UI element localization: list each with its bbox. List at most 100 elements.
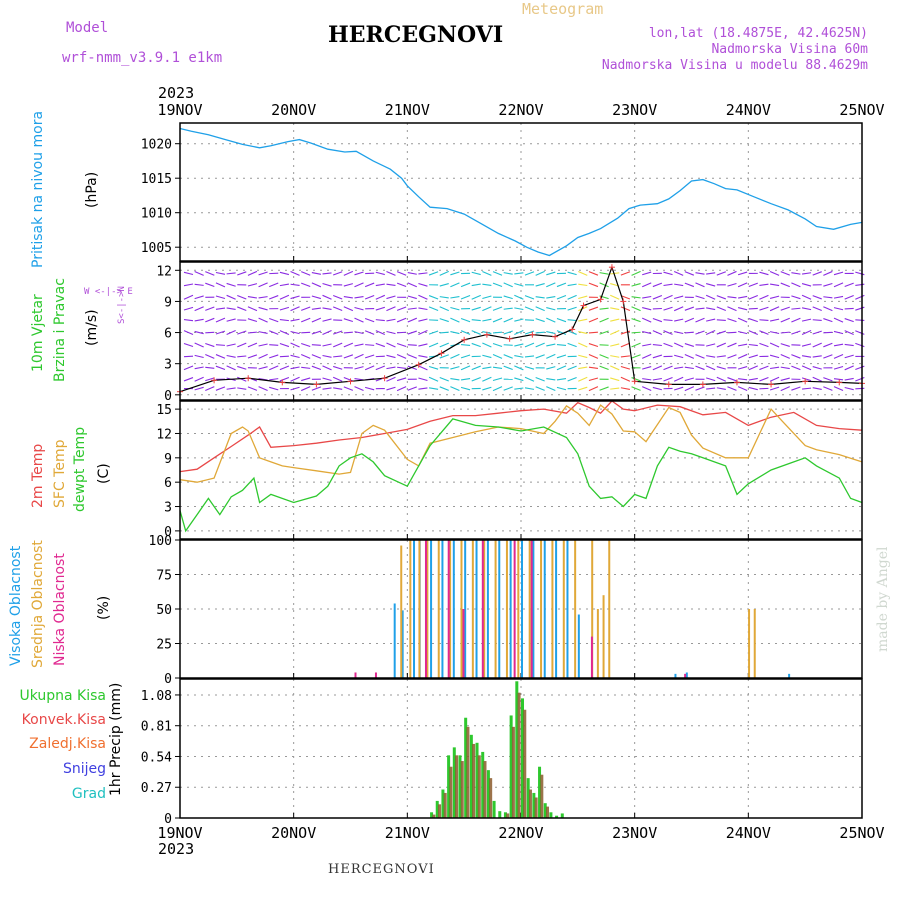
wind-barb — [301, 354, 311, 359]
elevation-label: Nadmorska Visina 60m — [711, 42, 868, 57]
wind-barb — [429, 387, 439, 390]
wind-barb — [492, 343, 503, 348]
precip-bar-conv — [489, 778, 493, 818]
y-tick-label: 9 — [164, 452, 172, 467]
wind-barb — [258, 386, 268, 392]
precip-legend-snow: Snijeg — [62, 761, 106, 777]
wind-barb — [322, 365, 332, 371]
wind-barb — [801, 307, 812, 311]
precip-bar-total — [538, 766, 542, 818]
wind-barb — [610, 330, 620, 336]
wind-barb — [802, 387, 812, 390]
wind-barb — [780, 386, 790, 392]
wind-barb — [567, 294, 577, 300]
wind-barb — [332, 295, 343, 300]
wind-barb — [300, 386, 311, 392]
wind-barb — [396, 306, 407, 311]
wind-barb — [567, 365, 577, 371]
wind-barb — [610, 365, 620, 371]
precip-bar-conv — [506, 813, 510, 818]
cloud-bar-mid — [418, 540, 421, 678]
wind-barb — [492, 331, 503, 334]
wind-barb — [546, 282, 556, 288]
wind-barb — [652, 365, 663, 371]
wind-barb — [279, 319, 289, 322]
wind-barb — [396, 342, 407, 348]
wind-barb — [354, 331, 364, 335]
wind-barb — [535, 318, 545, 323]
cloud-bar-mid — [505, 540, 508, 678]
wind-barb — [343, 270, 354, 276]
wind-barb — [705, 330, 716, 336]
cloud-bar-mid — [528, 540, 531, 678]
wind-barb — [620, 365, 631, 370]
wind-barb — [524, 306, 535, 312]
precip-legend-hail: Grad — [71, 786, 106, 802]
wind-barb — [322, 377, 332, 382]
wind-barb — [333, 271, 343, 276]
wind-barb — [364, 282, 375, 288]
x-tick-label-top: 20NOV — [271, 101, 316, 119]
cloud-bar-low — [530, 540, 533, 678]
wind-barb — [354, 296, 364, 299]
wind-barb — [759, 376, 769, 382]
temp-2m-line — [179, 400, 863, 473]
wind-barb — [673, 376, 684, 382]
cloud-bar-mid — [400, 545, 403, 678]
wind-barb — [769, 354, 780, 359]
wind-barb — [471, 283, 481, 287]
precip-bar-total — [441, 789, 445, 818]
wind-barb — [322, 343, 332, 347]
wind-barb — [279, 330, 290, 335]
wind-barb — [396, 386, 407, 392]
wind-barb — [535, 342, 545, 348]
wind-barb — [279, 377, 290, 382]
wind-barb — [588, 377, 599, 382]
wind-barb — [737, 386, 748, 392]
wind-barb — [450, 366, 460, 370]
cloud-bar-high — [441, 540, 444, 678]
wind-barb — [759, 342, 769, 348]
wind-barb — [652, 294, 663, 300]
wind-barb — [674, 331, 684, 335]
wind-barb — [631, 296, 641, 299]
wind-barb — [194, 376, 204, 382]
wind-barb — [578, 342, 588, 348]
wind-barb — [812, 330, 822, 335]
wind-barb — [695, 307, 705, 310]
wind-compass-ew: W <-|-> E — [84, 287, 133, 297]
wind-barb — [482, 342, 492, 348]
wind-barb — [769, 270, 780, 276]
wind-barb — [258, 353, 268, 359]
wind-barb — [748, 386, 758, 391]
wind-barb — [812, 295, 822, 300]
wind-barb — [503, 386, 513, 391]
wind-barb — [237, 330, 247, 335]
wind-barb — [567, 376, 577, 382]
wind-barb — [269, 365, 279, 371]
x-tick-label-bottom: 24NOV — [726, 824, 771, 842]
wind-barb — [194, 386, 204, 391]
wind-barb — [737, 353, 748, 359]
y-tick-label: 12 — [156, 264, 172, 279]
wind-name-2: Brzina i Pravac — [52, 278, 68, 382]
wind-barb — [364, 317, 375, 323]
wind-barb — [631, 386, 641, 391]
cloud-bar-mid — [460, 540, 463, 678]
wind-barb — [386, 270, 396, 276]
wind-barb — [492, 377, 503, 382]
wind-barb — [546, 378, 556, 381]
wind-barb — [855, 319, 865, 321]
wind-barb — [535, 306, 545, 312]
cloud-bar-high — [475, 540, 478, 678]
wind-barb — [482, 283, 492, 287]
wind-barb — [695, 272, 705, 275]
wind-barb — [247, 342, 258, 348]
wind-barb — [716, 295, 727, 300]
wind-barb — [237, 376, 247, 382]
wind-barb — [780, 353, 790, 359]
y-tick-label: 1005 — [141, 241, 172, 256]
wind-barb — [631, 342, 641, 348]
wind-barb — [237, 365, 247, 370]
